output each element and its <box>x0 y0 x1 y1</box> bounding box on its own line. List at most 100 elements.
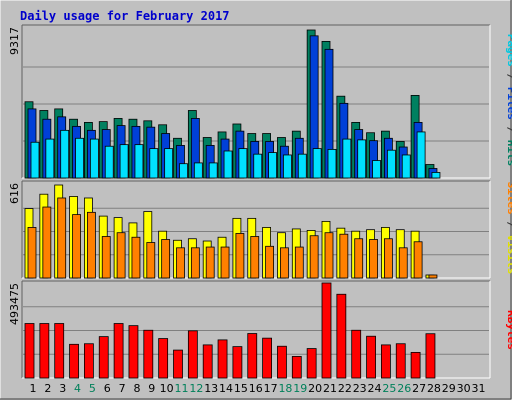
bar-sites-day-5 <box>87 211 96 279</box>
x-tick-label-day-26: 26 <box>397 382 411 395</box>
bar-kbytes-day-27 <box>410 351 421 379</box>
bar-pages-day-24 <box>372 160 381 179</box>
x-tick-label-day-18: 18 <box>278 382 292 395</box>
x-tick-label-day-16: 16 <box>249 382 263 395</box>
legend-entry: / <box>505 215 512 235</box>
bar-sites-day-6 <box>101 236 111 279</box>
bar-pages-day-10 <box>164 148 174 179</box>
bar-sites-day-20 <box>309 235 319 279</box>
bar-kbytes-day-22 <box>336 293 347 379</box>
legend-entry: Hits <box>505 140 512 167</box>
bar-pages-day-7 <box>119 144 129 179</box>
x-tick-label-day-19: 19 <box>293 382 307 395</box>
x-tick-label-day-12: 12 <box>189 382 203 395</box>
series-legend-label: Sites / Visits <box>505 182 512 275</box>
bar-kbytes-day-3 <box>54 323 65 379</box>
bar-sites-day-24 <box>369 239 378 279</box>
bar-sites-day-14 <box>220 246 230 279</box>
bar-pages-day-6 <box>104 145 114 179</box>
bar-kbytes-day-18 <box>277 345 287 379</box>
bar-pages-day-16 <box>253 153 263 179</box>
bar-pages-day-13 <box>208 162 218 179</box>
x-tick-label-day-17: 17 <box>264 382 278 395</box>
x-tick-label-day-20: 20 <box>308 382 322 395</box>
bar-kbytes-day-11 <box>173 349 183 379</box>
x-tick-label-day-9: 9 <box>148 382 155 395</box>
x-tick-label-day-25: 25 <box>382 382 396 395</box>
bar-kbytes-day-19 <box>291 356 302 379</box>
legend-entry: KBytes <box>505 310 512 350</box>
bar-kbytes-day-7 <box>113 323 124 379</box>
max-value-label: 493475 <box>8 283 21 325</box>
series-legend-label: Pages / Files / Hits <box>505 34 512 167</box>
bar-pages-day-15 <box>238 148 248 179</box>
bar-kbytes-day-23 <box>351 329 362 379</box>
bar-pages-day-12 <box>193 162 203 179</box>
bar-pages-day-5 <box>90 138 99 179</box>
bar-kbytes-day-4 <box>69 343 79 379</box>
bar-sites-day-3 <box>57 197 67 279</box>
x-tick-label-day-10: 10 <box>160 382 174 395</box>
bar-kbytes-day-13 <box>202 344 213 379</box>
bar-pages-day-11 <box>179 163 188 179</box>
x-tick-label-day-31: 31 <box>472 382 486 395</box>
bar-sites-day-21 <box>324 232 334 279</box>
bar-kbytes-day-25 <box>380 344 391 379</box>
bar-sites-day-26 <box>398 247 408 279</box>
chart-panel-3: 493475 KBytes <box>8 280 512 379</box>
legend-entry: Visits <box>505 235 512 275</box>
bar-kbytes-day-9 <box>143 329 154 379</box>
bar-pages-day-22 <box>342 138 352 179</box>
x-tick-label-day-14: 14 <box>219 382 233 395</box>
bar-kbytes-day-14 <box>217 339 228 379</box>
legend-entry: / <box>505 120 512 140</box>
max-value-label: 9317 <box>8 27 21 55</box>
x-tick-label-day-24: 24 <box>368 382 382 395</box>
x-tick-label-day-6: 6 <box>104 382 111 395</box>
x-tick-label-day-27: 27 <box>412 382 426 395</box>
bar-sites-day-12 <box>190 247 200 279</box>
bar-sites-day-10 <box>161 239 171 279</box>
bar-sites-day-1 <box>27 227 37 279</box>
x-tick-label-day-29: 29 <box>442 382 456 395</box>
bar-pages-day-2 <box>45 138 55 179</box>
bar-pages-day-26 <box>401 154 411 179</box>
bar-sites-day-17 <box>265 245 275 279</box>
bar-pages-day-3 <box>60 129 70 179</box>
bar-pages-day-8 <box>134 144 144 179</box>
x-tick-label-day-15: 15 <box>234 382 248 395</box>
bar-pages-day-20 <box>312 148 322 179</box>
bar-sites-day-2 <box>42 206 52 279</box>
bar-sites-day-19 <box>294 246 304 279</box>
x-tick-label-day-8: 8 <box>133 382 140 395</box>
x-tick-label-day-11: 11 <box>175 382 189 395</box>
bar-pages-day-23 <box>357 139 367 179</box>
bar-kbytes-day-21 <box>321 282 332 379</box>
x-tick-label-day-13: 13 <box>204 382 218 395</box>
bar-sites-day-28 <box>428 274 438 279</box>
bar-kbytes-day-26 <box>395 343 406 379</box>
bar-kbytes-day-1 <box>24 323 35 379</box>
bar-sites-day-15 <box>235 233 245 279</box>
chart-panel-1: 9317 Pages / Files / Hits <box>8 24 512 179</box>
bar-sites-day-22 <box>339 233 349 279</box>
x-tick-label-day-23: 23 <box>353 382 367 395</box>
bar-pages-day-17 <box>268 152 278 179</box>
series-legend-label: KBytes <box>505 310 512 350</box>
x-tick-label-day-5: 5 <box>89 382 96 395</box>
bar-pages-day-27 <box>416 131 426 179</box>
bar-kbytes-day-10 <box>158 338 169 379</box>
bar-pages-day-18 <box>283 154 292 179</box>
max-value-label: 616 <box>8 183 21 204</box>
chart-panels: 9317 Pages / Files / Hits 616 Sites / Visit… <box>8 24 512 379</box>
bar-sites-day-27 <box>413 241 423 279</box>
bar-sites-day-4 <box>72 214 81 279</box>
x-tick-label-day-4: 4 <box>74 382 81 395</box>
bar-kbytes-day-2 <box>39 323 50 379</box>
bar-sites-day-13 <box>205 246 215 279</box>
bar-pages-day-21 <box>327 149 337 179</box>
bar-sites-day-8 <box>131 236 141 279</box>
bar-kbytes-day-20 <box>306 348 317 379</box>
